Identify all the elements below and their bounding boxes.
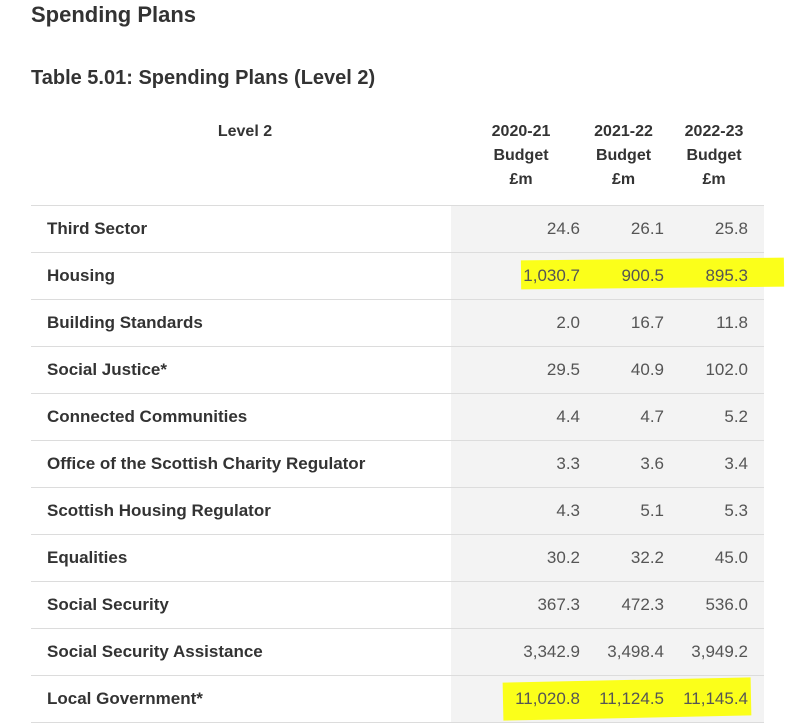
spending-plans-table: Level 2 2020-21 Budget £m 2021-22 Budget… bbox=[31, 112, 785, 723]
value-2021-22: 3,498.4 bbox=[607, 642, 664, 661]
value-2022-23: 3.4 bbox=[724, 454, 748, 473]
header-2022-23: 2022-23 Budget £m bbox=[664, 112, 764, 205]
value-2021-22: 472.3 bbox=[621, 595, 664, 614]
value-2020-21: 367.3 bbox=[537, 595, 580, 614]
value-2022-23: 895.3 bbox=[705, 266, 748, 285]
header-2020-21-budget: Budget bbox=[493, 147, 549, 164]
value-2020-21: 29.5 bbox=[546, 360, 580, 379]
value-2022-23: 11.8 bbox=[716, 313, 748, 332]
value-2021-22: 3.6 bbox=[640, 454, 664, 473]
row-values: 2.0 16.7 11.8 bbox=[451, 300, 764, 346]
row-values: 367.3 472.3 536.0 bbox=[451, 582, 764, 628]
value-2022-23: 5.2 bbox=[724, 407, 748, 426]
value-2021-22: 5.1 bbox=[640, 501, 664, 520]
header-level-2: Level 2 bbox=[217, 123, 273, 140]
row-values: 29.5 40.9 102.0 bbox=[451, 347, 764, 393]
row-values: 4.4 4.7 5.2 bbox=[451, 394, 764, 440]
table-row: Social Justice* 29.5 40.9 102.0 bbox=[31, 347, 764, 394]
header-2022-23-budget: Budget bbox=[686, 147, 742, 164]
row-label: Equalities bbox=[47, 548, 128, 567]
row-values: 1,030.7 900.5 895.3 bbox=[451, 253, 764, 299]
row-label: Social Security bbox=[47, 595, 169, 614]
value-2022-23: 45.0 bbox=[714, 548, 748, 567]
value-2021-22: 26.1 bbox=[630, 219, 664, 238]
value-2022-23: 5.3 bbox=[724, 501, 748, 520]
row-label: Social Justice* bbox=[47, 360, 168, 379]
value-2022-23: 11,145.4 bbox=[683, 689, 748, 708]
number-columns-background bbox=[451, 629, 764, 675]
row-label: Housing bbox=[47, 266, 115, 285]
header-2021-22: 2021-22 Budget £m bbox=[583, 112, 664, 205]
header-2020-21: 2020-21 Budget £m bbox=[459, 112, 583, 205]
number-columns-background bbox=[451, 347, 764, 393]
number-columns-background bbox=[451, 488, 764, 534]
value-2021-22: 4.7 bbox=[640, 407, 664, 426]
number-columns-background bbox=[451, 394, 764, 440]
row-label: Scottish Housing Regulator bbox=[47, 501, 271, 520]
value-2022-23: 536.0 bbox=[705, 595, 748, 614]
number-columns-background bbox=[451, 300, 764, 346]
value-2021-22: 32.2 bbox=[630, 548, 664, 567]
header-2020-21-year: 2020-21 bbox=[491, 123, 551, 140]
value-2022-23: 102.0 bbox=[705, 360, 748, 379]
value-2020-21: 30.2 bbox=[546, 548, 580, 567]
header-2021-22-unit: £m bbox=[611, 171, 636, 188]
header-2022-23-year: 2022-23 bbox=[684, 123, 744, 140]
value-2021-22: 11,124.5 bbox=[599, 689, 664, 708]
table-row: Social Security Assistance 3,342.9 3,498.4… bbox=[31, 629, 764, 676]
header-2020-21-unit: £m bbox=[509, 171, 533, 188]
header-2022-23-unit: £m bbox=[702, 171, 726, 188]
table-row: Social Security 367.3 472.3 536.0 bbox=[31, 582, 764, 629]
table-row: Office of the Scottish Charity Regulator… bbox=[31, 441, 764, 488]
header-2021-22-year: 2021-22 bbox=[594, 123, 653, 140]
number-columns-background bbox=[451, 441, 764, 487]
row-label: Office of the Scottish Charity Regulator bbox=[47, 454, 366, 473]
table-row: Third Sector 24.6 26.1 25.8 bbox=[31, 206, 764, 253]
row-label: Connected Communities bbox=[47, 407, 248, 426]
value-2021-22: 16.7 bbox=[630, 313, 664, 332]
row-label: Local Government* bbox=[47, 689, 203, 708]
value-2020-21: 2.0 bbox=[556, 313, 580, 332]
row-values: 11,020.8 11,124.5 11,145.4 bbox=[451, 676, 764, 722]
table-row: Scottish Housing Regulator 4.3 5.1 5.3 bbox=[31, 488, 764, 535]
table-row: Equalities 30.2 32.2 45.0 bbox=[31, 535, 764, 582]
table-row: Connected Communities 4.4 4.7 5.2 bbox=[31, 394, 764, 441]
value-2020-21: 3,342.9 bbox=[523, 642, 580, 661]
value-2020-21: 4.4 bbox=[556, 407, 580, 426]
row-values: 3.3 3.6 3.4 bbox=[451, 441, 764, 487]
value-2020-21: 3.3 bbox=[556, 454, 580, 473]
row-label: Building Standards bbox=[47, 313, 203, 332]
table-row: Housing 1,030.7 900.5 895.3 bbox=[31, 253, 785, 300]
table-row: Building Standards 2.0 16.7 11.8 bbox=[31, 300, 764, 347]
row-values: 30.2 32.2 45.0 bbox=[451, 535, 764, 581]
row-label: Social Security Assistance bbox=[47, 642, 263, 661]
value-2021-22: 900.5 bbox=[621, 266, 664, 285]
table-header: Level 2 2020-21 Budget £m 2021-22 Budget… bbox=[31, 112, 764, 206]
header-2021-22-budget: Budget bbox=[595, 147, 652, 164]
number-columns-background bbox=[451, 582, 764, 628]
value-2022-23: 3,949.2 bbox=[691, 642, 748, 661]
table-body: Third Sector 24.6 26.1 25.8 Housing 1,030.7 90… bbox=[31, 206, 785, 723]
number-columns-background bbox=[451, 535, 764, 581]
value-2022-23: 25.8 bbox=[714, 219, 748, 238]
value-2020-21: 24.6 bbox=[546, 219, 580, 238]
table-row: Local Government* 11,020.8 11,124.5 11,145.… bbox=[31, 676, 764, 723]
table-title: Table 5.01: Spending Plans (Level 2) bbox=[31, 67, 376, 89]
value-2020-21: 11,020.8 bbox=[515, 689, 580, 708]
row-values: 24.6 26.1 25.8 bbox=[451, 206, 764, 252]
page-title: Spending Plans bbox=[31, 2, 197, 27]
number-columns-background bbox=[451, 206, 764, 252]
row-values: 3,342.9 3,498.4 3,949.2 bbox=[451, 629, 764, 675]
value-2021-22: 40.9 bbox=[630, 360, 664, 379]
row-label: Third Sector bbox=[47, 219, 148, 238]
row-values: 4.3 5.1 5.3 bbox=[451, 488, 764, 534]
value-2020-21: 1,030.7 bbox=[523, 266, 580, 285]
value-2020-21: 4.3 bbox=[556, 501, 580, 520]
